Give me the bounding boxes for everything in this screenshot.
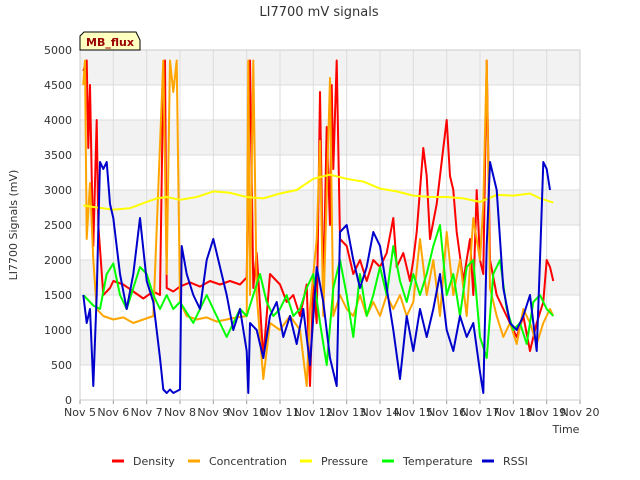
legend-label-density: Density [133, 455, 175, 468]
y-tick-label: 4500 [44, 79, 72, 92]
y-axis-label: LI7700 Signals (mV) [7, 170, 20, 281]
x-tick-label: Nov 7 [131, 406, 163, 419]
y-tick-label: 3000 [44, 184, 72, 197]
y-tick-label: 0 [65, 394, 72, 407]
x-tick-label: Nov 17 [461, 406, 500, 419]
y-tick-label: 2500 [44, 219, 72, 232]
legend-label-concentration: Concentration [209, 455, 287, 468]
series-line-pressure [83, 173, 554, 211]
x-tick-label: Nov 16 [427, 406, 466, 419]
x-tick-label: Nov 14 [361, 406, 400, 419]
x-tick-label: Nov 12 [294, 406, 333, 419]
series-layer [82, 59, 555, 394]
y-tick-label: 1500 [44, 289, 72, 302]
plot-band [80, 365, 580, 400]
y-tick-label: 5000 [44, 44, 72, 57]
y-tick-label: 3500 [44, 149, 72, 162]
legend: Density Concentration Pressure Temperature R… [112, 455, 528, 468]
legend-label-rssi: RSSI [503, 455, 528, 468]
axes: 0 500 1000 1500 2000 2500 3000 3500 4000 4500 5000… [44, 44, 599, 419]
chart-title: LI7700 mV signals [259, 5, 378, 20]
plot-band [80, 225, 580, 260]
y-tick-label: 2000 [44, 254, 72, 267]
y-tick-label: 4000 [44, 114, 72, 127]
legend-label-temperature: Temperature [402, 455, 473, 468]
x-tick-label: Nov 15 [394, 406, 433, 419]
annotation-label: MB_flux [86, 36, 134, 49]
y-tick-label: 1000 [44, 324, 72, 337]
series-line-rssi [82, 161, 551, 394]
series-line-temperature [82, 224, 555, 366]
legend-label-pressure: Pressure [321, 455, 368, 468]
x-tick-label: Nov 8 [164, 406, 196, 419]
x-tick-label: Nov 11 [261, 406, 300, 419]
x-tick-label: Nov 10 [227, 406, 266, 419]
plot-frame [79, 49, 581, 401]
annotation-badge: MB_flux [79, 31, 141, 51]
x-tick-label: Nov 9 [197, 406, 229, 419]
x-tick-label: Nov 20 [561, 406, 600, 419]
y-tick-label: 500 [51, 359, 72, 372]
x-axis-label: Time [552, 423, 580, 436]
series-line-concentration [82, 59, 555, 387]
x-tick-label: Nov 19 [527, 406, 566, 419]
x-tick-label: Nov 6 [97, 406, 129, 419]
x-tick-label: Nov 5 [64, 406, 96, 419]
x-tick-label: Nov 18 [494, 406, 533, 419]
x-tick-label: Nov 13 [327, 406, 366, 419]
